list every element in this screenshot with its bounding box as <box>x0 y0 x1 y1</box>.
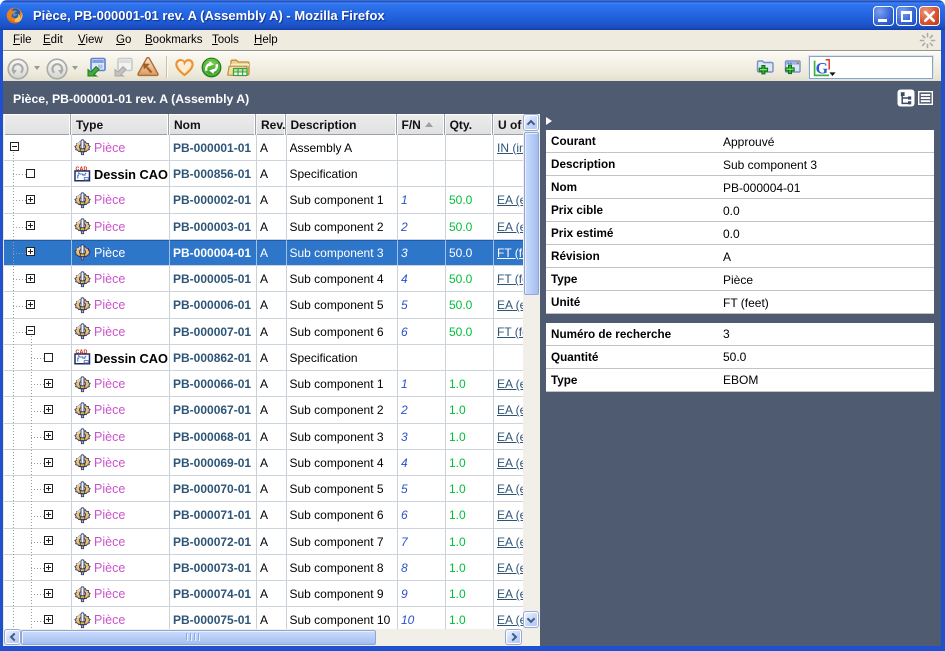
svg-text:G: G <box>816 61 829 77</box>
svg-text:CAD: CAD <box>75 166 87 172</box>
svg-text:CAD: CAD <box>75 350 87 356</box>
